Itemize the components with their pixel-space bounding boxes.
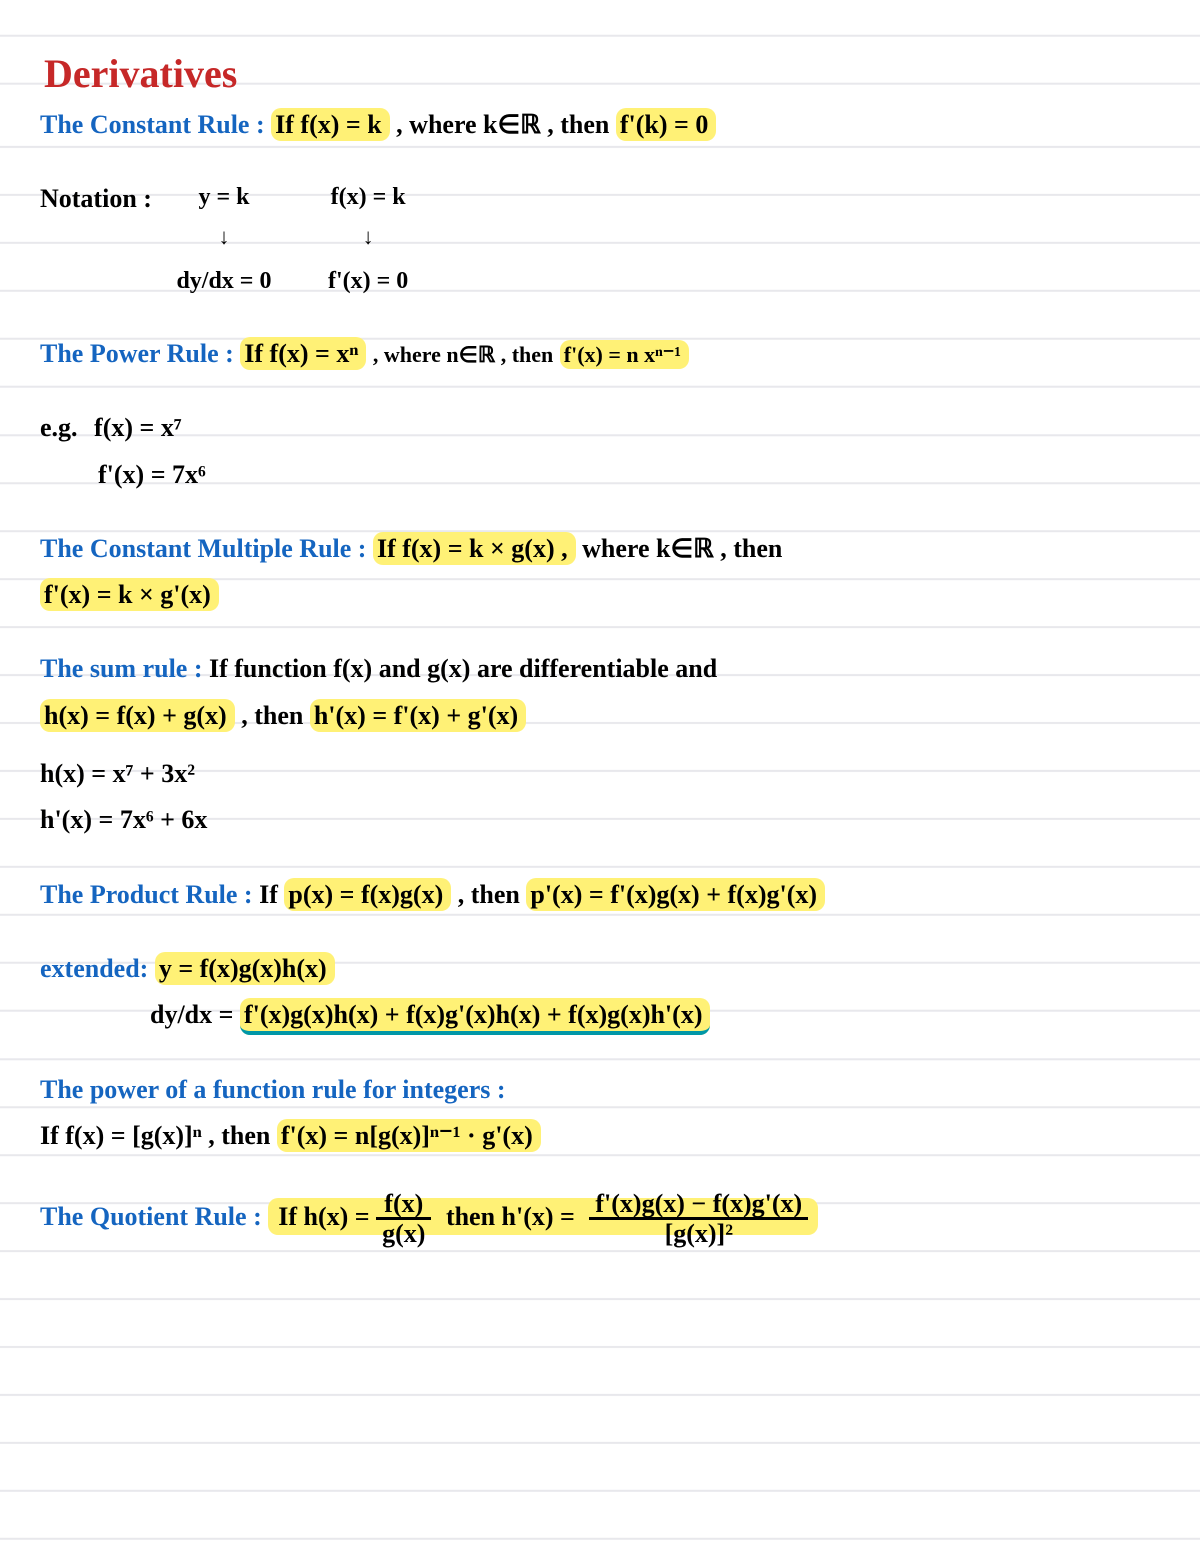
constant-rule-name: The Constant Rule : [40, 110, 265, 139]
power-fn-rule-name: The power of a function rule for integer… [40, 1070, 1160, 1110]
product-rule-line: The Product Rule : If p(x) = f(x)g(x) , … [40, 875, 1160, 915]
quotient-rule-mid: then h'(x) = [446, 1202, 575, 1231]
power-eg-l1: e.g. f(x) = x⁷ [40, 408, 1160, 448]
constant-rule-result: f'(k) = 0 [616, 108, 716, 141]
product-rule-name: The Product Rule : [40, 880, 253, 909]
extended-line1: extended: y = f(x)g(x)h(x) [40, 949, 1160, 989]
notation-col2: f(x) = k ↓ f'(x) = 0 [328, 179, 408, 300]
extended-l1: y = f(x)g(x)h(x) [155, 952, 335, 985]
power-rule-result: f'(x) = n xⁿ⁻¹ [560, 340, 689, 369]
power-rule-line: The Power Rule : If f(x) = xⁿ , where n∈… [40, 334, 1160, 374]
power-eg-expr2: f'(x) = 7x⁶ [98, 460, 206, 489]
quotient-rule-frac2: f'(x)g(x) − f(x)g'(x) [g(x)]² [589, 1190, 808, 1248]
extended-label: extended: [40, 954, 148, 983]
const-mult-rule-line2: f'(x) = k × g'(x) [40, 575, 1160, 615]
quotient-rule-name: The Quotient Rule : [40, 1202, 262, 1231]
page-title: Derivatives [44, 50, 1160, 97]
power-fn-rule-text: If f(x) = [g(x)]ⁿ , then [40, 1121, 270, 1150]
notation-col1-bot: dy/dx = 0 [176, 263, 271, 300]
quotient-frac2-den: [g(x)]² [589, 1220, 808, 1247]
constant-rule-cond: If f(x) = k [271, 108, 390, 141]
power-rule-cond: If f(x) = xⁿ [240, 337, 366, 370]
power-rule-mid: , where n∈ℝ , then [373, 342, 553, 367]
arrow-down-icon: ↓ [363, 224, 374, 249]
arrow-down-icon: ↓ [218, 224, 229, 249]
const-mult-rule-mid: where k∈ℝ , then [582, 534, 782, 563]
sum-rule-cond: h(x) = f(x) + g(x) [40, 699, 235, 732]
constant-rule-line: The Constant Rule : If f(x) = k , where … [40, 105, 1160, 145]
quotient-rule-pre: If h(x) = [278, 1202, 369, 1231]
product-rule-result: p'(x) = f'(x)g(x) + f(x)g'(x) [526, 878, 825, 911]
constant-rule-mid: , where k∈ℝ , then [396, 110, 609, 139]
power-rule-name: The Power Rule : [40, 339, 234, 368]
notation-col2-top: f(x) = k [328, 179, 408, 216]
const-mult-rule-cond: If f(x) = k × g(x) , [373, 532, 576, 565]
power-eg-l2: f'(x) = 7x⁶ [98, 455, 1160, 495]
quotient-frac1-den: g(x) [376, 1220, 431, 1247]
const-mult-rule-name: The Constant Multiple Rule : [40, 534, 366, 563]
notation-col1: y = k ↓ dy/dx = 0 [176, 179, 271, 300]
product-rule-cond: p(x) = f(x)g(x) [284, 878, 451, 911]
power-fn-rule-line: If f(x) = [g(x)]ⁿ , then f'(x) = n[g(x)]… [40, 1116, 1160, 1156]
quotient-rule-frac1: f(x) g(x) [376, 1190, 431, 1248]
product-rule-mid: , then [458, 880, 520, 909]
extended-line2: dy/dx = f'(x)g(x)h(x) + f(x)g'(x)h(x) + … [150, 995, 1160, 1035]
const-mult-rule-line1: The Constant Multiple Rule : If f(x) = k… [40, 529, 1160, 569]
extended-lhs: dy/dx = [150, 1000, 233, 1029]
sum-rule-text1: If function f(x) and g(x) are differenti… [209, 654, 717, 683]
quotient-frac2-num: f'(x)g(x) − f(x)g'(x) [589, 1190, 808, 1220]
power-eg-expr1: f(x) = x⁷ [94, 413, 182, 442]
extended-rhs: f'(x)g(x)h(x) + f(x)g'(x)h(x) + f(x)g(x)… [240, 998, 711, 1035]
product-rule-pre: If [259, 880, 278, 909]
notation-col1-top: y = k [176, 179, 271, 216]
sum-rule-name: The sum rule : [40, 654, 203, 683]
notation-label: Notation : [40, 184, 152, 213]
sum-rule-result: h'(x) = f'(x) + g'(x) [310, 699, 526, 732]
sum-rule-line2: h(x) = f(x) + g(x) , then h'(x) = f'(x) … [40, 696, 1160, 736]
sum-rule-line1: The sum rule : If function f(x) and g(x)… [40, 649, 1160, 689]
quotient-rule-line: The Quotient Rule : If h(x) = f(x) g(x) … [40, 1190, 1160, 1248]
sum-rule-mid: , then [241, 701, 303, 730]
sum-eg-l1: h(x) = x⁷ + 3x² [40, 754, 1160, 794]
notation-line: Notation : y = k ↓ dy/dx = 0 f(x) = k ↓ … [40, 179, 1160, 300]
notation-col2-bot: f'(x) = 0 [328, 263, 408, 300]
sum-eg-l2: h'(x) = 7x⁶ + 6x [40, 800, 1160, 840]
power-eg-label: e.g. [40, 413, 78, 442]
const-mult-rule-result: f'(x) = k × g'(x) [40, 578, 219, 611]
power-fn-rule-result: f'(x) = n[g(x)]ⁿ⁻¹ · g'(x) [277, 1119, 541, 1152]
quotient-frac1-num: f(x) [376, 1190, 431, 1220]
quotient-rule-body: If h(x) = f(x) g(x) then h'(x) = f'(x)g(… [268, 1198, 818, 1235]
